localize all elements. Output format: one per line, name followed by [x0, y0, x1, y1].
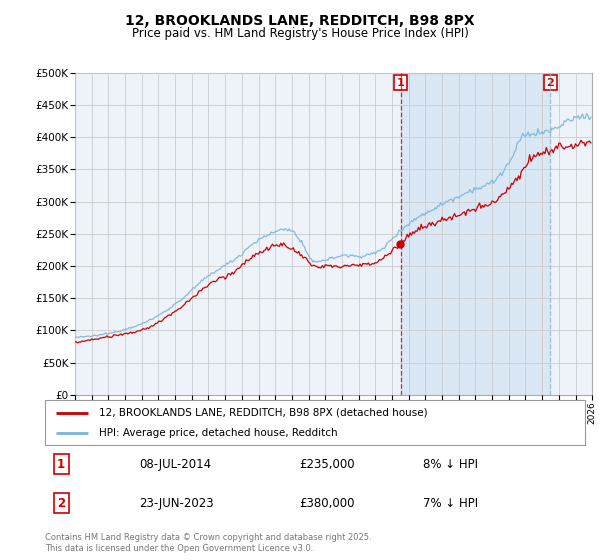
- Text: Price paid vs. HM Land Registry's House Price Index (HPI): Price paid vs. HM Land Registry's House …: [131, 27, 469, 40]
- Text: 08-JUL-2014: 08-JUL-2014: [139, 458, 212, 471]
- Text: HPI: Average price, detached house, Redditch: HPI: Average price, detached house, Redd…: [99, 428, 338, 438]
- Text: 1: 1: [397, 78, 404, 87]
- Text: 2: 2: [57, 497, 65, 510]
- FancyBboxPatch shape: [45, 400, 585, 445]
- Text: 8% ↓ HPI: 8% ↓ HPI: [423, 458, 478, 471]
- Text: 7% ↓ HPI: 7% ↓ HPI: [423, 497, 478, 510]
- Text: 23-JUN-2023: 23-JUN-2023: [139, 497, 214, 510]
- Text: £380,000: £380,000: [299, 497, 354, 510]
- Text: Contains HM Land Registry data © Crown copyright and database right 2025.
This d: Contains HM Land Registry data © Crown c…: [45, 533, 371, 553]
- Text: 1: 1: [57, 458, 65, 471]
- Text: £235,000: £235,000: [299, 458, 355, 471]
- Text: 12, BROOKLANDS LANE, REDDITCH, B98 8PX: 12, BROOKLANDS LANE, REDDITCH, B98 8PX: [125, 14, 475, 28]
- Bar: [401, 73, 550, 395]
- Text: 2: 2: [546, 78, 554, 87]
- Text: 12, BROOKLANDS LANE, REDDITCH, B98 8PX (detached house): 12, BROOKLANDS LANE, REDDITCH, B98 8PX (…: [99, 408, 428, 418]
